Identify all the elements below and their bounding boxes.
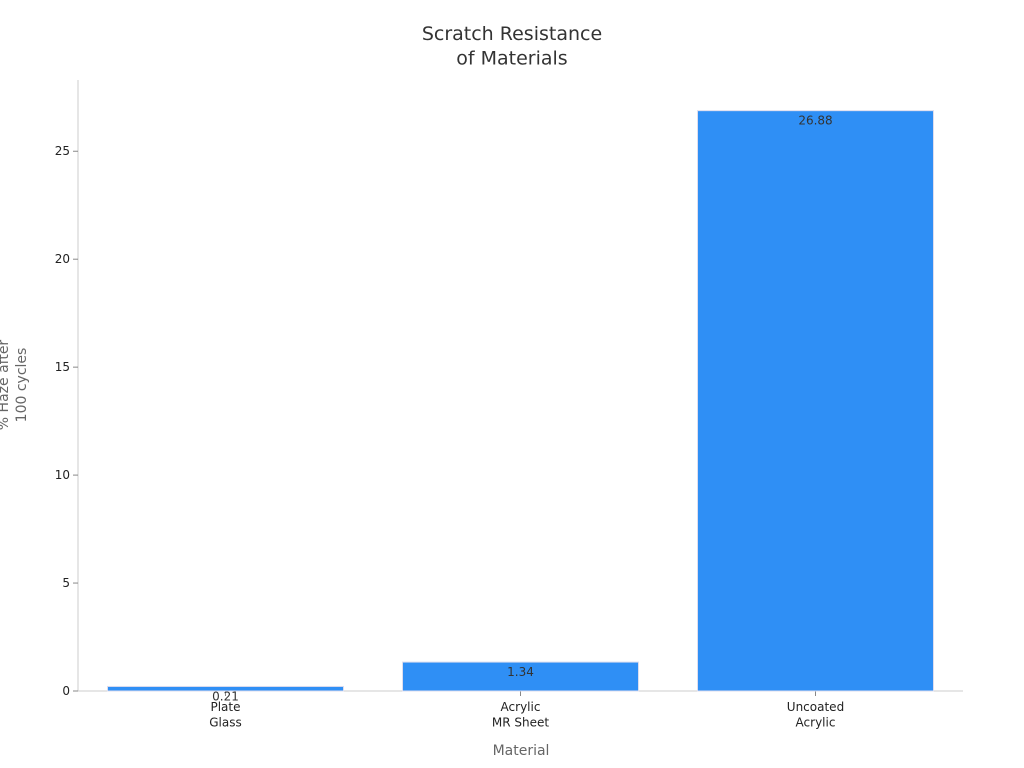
- y-tick-label: 15: [55, 360, 70, 374]
- y-tick-label: 0: [62, 684, 70, 698]
- bar: [402, 661, 639, 692]
- bar: [697, 110, 934, 692]
- y-tick-label: 10: [55, 468, 70, 482]
- bar: [107, 685, 344, 692]
- y-tick-label: 25: [55, 144, 70, 158]
- x-tick-label: Uncoated Acrylic: [787, 700, 844, 730]
- x-tick-label: Plate Glass: [209, 700, 242, 730]
- chart-title: Scratch Resistance of Materials: [422, 23, 602, 70]
- value-label: 1.34: [507, 665, 534, 679]
- value-label: 0.21: [212, 689, 239, 703]
- y-tick-label: 20: [55, 252, 70, 266]
- x-axis-title: Material: [493, 743, 550, 759]
- y-tick-label: 5: [62, 576, 70, 590]
- x-tick-label: Acrylic MR Sheet: [492, 700, 549, 730]
- value-label: 26.88: [798, 114, 832, 128]
